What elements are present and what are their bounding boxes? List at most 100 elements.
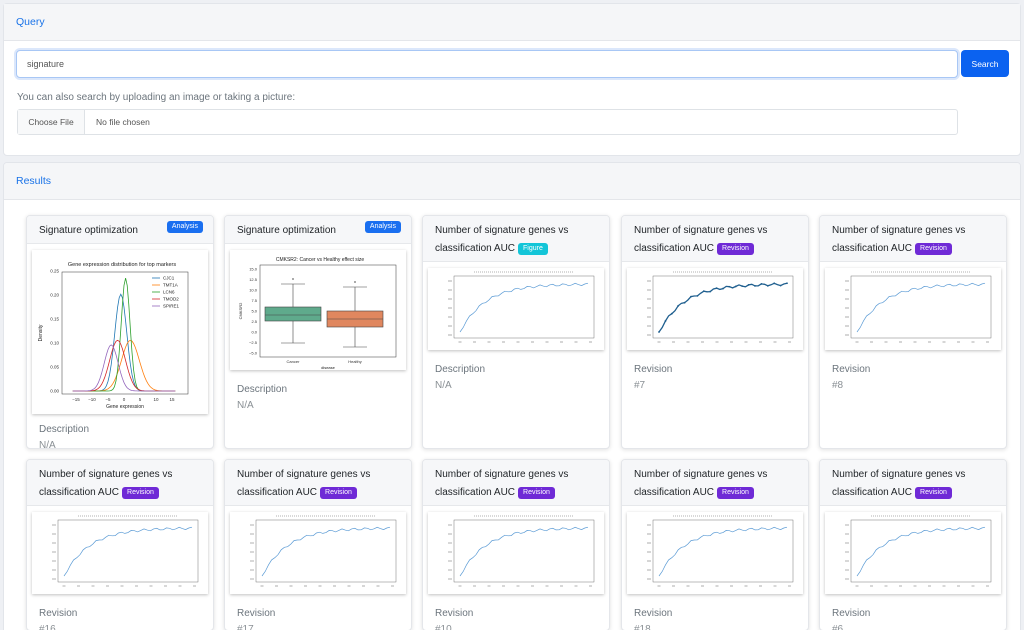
choose-file-button[interactable]: Choose File (18, 110, 85, 134)
figure-thumbnail[interactable] (230, 512, 406, 594)
figure-image (825, 512, 1001, 594)
card-header: Number of signature genes vs classificat… (820, 216, 1006, 262)
category-label: Healthy (348, 359, 362, 364)
legend-label: LCN6 (163, 290, 175, 295)
y-tick-label: −5.0 (249, 351, 258, 356)
figure-image (627, 512, 803, 594)
figure-image (825, 268, 1001, 350)
box-body (264, 306, 322, 322)
figure-background (428, 268, 604, 350)
figure-image: CMKSR2: Cancer vs Healthy effect size 15.… (230, 250, 406, 370)
card-meta-value: #17 (237, 624, 254, 630)
auc-point (728, 285, 731, 288)
plot-frame (255, 519, 397, 583)
card-meta-label: Description (237, 384, 288, 395)
auc-point (741, 285, 744, 288)
card-title[interactable]: Number of signature genes vs classificat… (435, 225, 569, 254)
result-card[interactable]: Signature optimization Analysis CMKSR2: Ca… (224, 215, 412, 449)
legend-label: CJC1 (163, 276, 175, 281)
card-type-badge: Analysis (166, 221, 203, 233)
auc-point (677, 304, 680, 307)
card-title[interactable]: Signature optimization (39, 225, 138, 236)
y-tick-label: 7.5 (251, 298, 257, 303)
auc-point (690, 295, 692, 298)
figure-background (627, 512, 803, 594)
figure-thumbnail[interactable] (627, 268, 803, 350)
plot-frame (850, 519, 992, 583)
figure-thumbnail[interactable] (825, 268, 1001, 350)
plot-frame (57, 519, 199, 583)
card-meta-value: #6 (832, 624, 844, 630)
card-meta-value: #16 (39, 624, 56, 630)
plot-frame (61, 271, 189, 395)
category-label: Cancer (287, 359, 301, 364)
legend-label: SPIRE1 (163, 304, 180, 309)
auc-point (766, 284, 769, 287)
result-card[interactable]: Number of signature genes vs classificat… (621, 459, 809, 630)
card-meta-label: Description (39, 424, 90, 435)
card-header: Number of signature genes vs classificat… (820, 460, 1006, 506)
card-type-badge: Revision (915, 243, 952, 255)
card-type-badge: Revision (717, 487, 754, 499)
auc-curve-line (63, 526, 193, 577)
figure-title: Gene expression distribution for top mar… (68, 262, 176, 268)
auc-curve-line (261, 526, 391, 577)
card-meta-label: Revision (634, 608, 673, 619)
card-title[interactable]: Number of signature genes vs classificat… (832, 469, 966, 498)
auc-point (702, 290, 705, 293)
result-card[interactable]: Number of signature genes vs classificat… (26, 459, 214, 630)
card-meta-label: Revision (435, 608, 474, 619)
figure-thumbnail[interactable] (627, 512, 803, 594)
figure-thumbnail[interactable]: Gene expression distribution for top mar… (32, 250, 208, 414)
figure-title: CMKSR2: Cancer vs Healthy effect size (276, 257, 364, 263)
auc-curve-line (459, 526, 589, 577)
box-outlier (353, 281, 356, 284)
card-title[interactable]: Number of signature genes vs classificat… (634, 469, 768, 498)
figure-image (627, 268, 803, 350)
x-axis-label: Gene expression (106, 404, 144, 410)
query-header: Query (4, 4, 1020, 41)
card-type-badge: Revision (122, 487, 159, 499)
card-title[interactable]: Number of signature genes vs classificat… (435, 469, 569, 498)
result-card[interactable]: Number of signature genes vs classificat… (819, 215, 1007, 449)
query-panel: Query Search You can also search by uplo… (3, 3, 1021, 156)
auc-point (760, 282, 763, 285)
figure-thumbnail[interactable] (825, 512, 1001, 594)
figure-image: Gene expression distribution for top mar… (32, 250, 208, 414)
file-upload-field[interactable]: Choose File No file chosen (17, 109, 958, 135)
card-type-badge: Analysis (364, 221, 401, 233)
search-row: Search (16, 50, 1009, 78)
card-title[interactable]: Number of signature genes vs classificat… (832, 225, 966, 254)
figure-thumbnail[interactable]: CMKSR2: Cancer vs Healthy effect size 15.… (230, 250, 406, 370)
card-title[interactable]: Number of signature genes vs classificat… (634, 225, 768, 254)
auc-point (747, 283, 750, 286)
box-outlier (292, 278, 295, 281)
auc-curve-line (856, 526, 986, 577)
figure-background (32, 250, 208, 414)
card-header: Number of signature genes vs classificat… (622, 460, 808, 506)
y-tick-label: 0.15 (50, 317, 59, 322)
search-button[interactable]: Search (961, 50, 1009, 77)
result-card[interactable]: Number of signature genes vs classificat… (422, 215, 610, 449)
figure-thumbnail[interactable] (428, 512, 604, 594)
card-title[interactable]: Number of signature genes vs classificat… (237, 469, 371, 498)
card-title[interactable]: Signature optimization (237, 225, 336, 236)
density-curve-4 (72, 344, 176, 392)
search-input[interactable] (16, 50, 958, 78)
figure-thumbnail[interactable] (428, 268, 604, 350)
y-axis-label: Density (38, 324, 44, 341)
card-title[interactable]: Number of signature genes vs classificat… (39, 469, 173, 498)
result-card[interactable]: Number of signature genes vs classificat… (621, 215, 809, 449)
auc-point (696, 295, 699, 297)
result-card[interactable]: Number of signature genes vs classificat… (224, 459, 412, 630)
card-type-badge: Revision (320, 487, 357, 499)
y-tick-label: 5.0 (251, 309, 257, 314)
auc-point (658, 331, 660, 333)
card-header: Number of signature genes vs classificat… (423, 216, 609, 262)
auc-point (664, 320, 667, 322)
figure-thumbnail[interactable] (32, 512, 208, 594)
result-card[interactable]: Signature optimization Analysis Gene expre… (26, 215, 214, 449)
result-card[interactable]: Number of signature genes vs classificat… (819, 459, 1007, 630)
result-card[interactable]: Number of signature genes vs classificat… (422, 459, 610, 630)
auc-curve-line (856, 282, 986, 333)
